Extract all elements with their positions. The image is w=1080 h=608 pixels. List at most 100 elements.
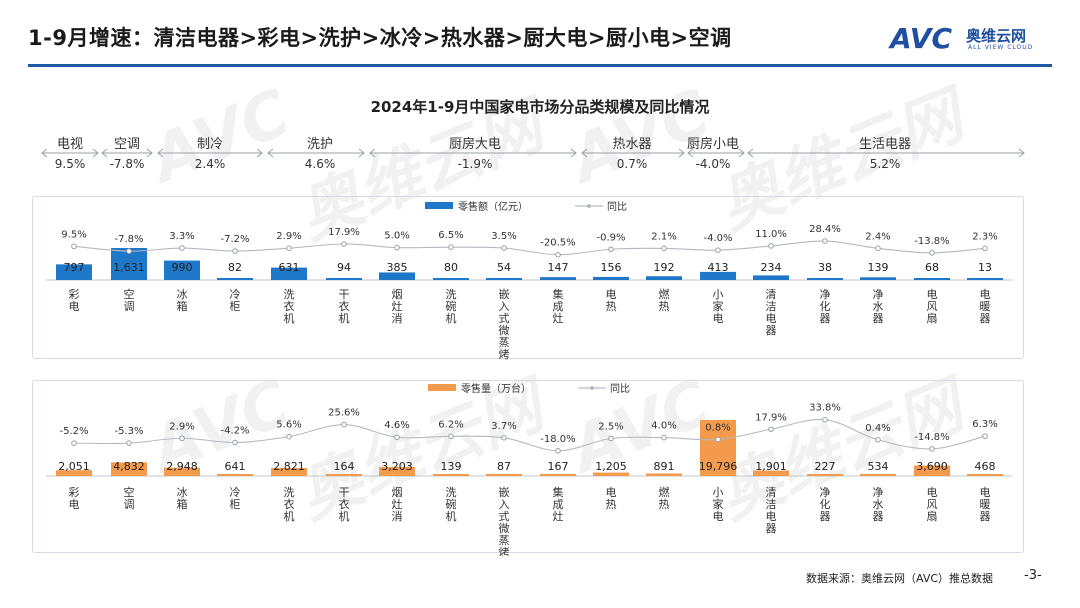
growth-label: 6.2% <box>438 419 463 430</box>
segment-arrow <box>747 148 1025 158</box>
growth-point <box>448 244 454 250</box>
bar-value-label: 2,821 <box>273 460 305 473</box>
growth-point <box>71 243 77 250</box>
header-divider <box>28 64 1052 67</box>
growth-point <box>555 448 561 454</box>
bar-value-label: 4,832 <box>113 460 145 473</box>
segment-arrow <box>267 148 365 158</box>
category-label: 冰箱 <box>177 288 188 313</box>
bar <box>593 276 629 280</box>
category-label: 洗碗机 <box>446 288 457 325</box>
bar-value-label: 891 <box>654 460 675 473</box>
growth-label: 25.6% <box>328 408 360 419</box>
legend-label: 同比 <box>607 201 627 213</box>
bar <box>379 466 415 476</box>
growth-point <box>501 434 507 441</box>
growth-label: -7.8% <box>114 234 143 245</box>
category-label: 干衣机 <box>339 486 350 523</box>
growth-label: 11.0% <box>755 229 787 240</box>
bar <box>56 264 92 280</box>
growth-point <box>501 245 507 251</box>
bar <box>914 465 950 476</box>
bar <box>593 472 629 476</box>
segment-arrow <box>41 148 99 158</box>
legend-label: 零售额（亿元） <box>458 200 528 213</box>
bar-value-label: 147 <box>548 261 569 274</box>
bar-value-label: 139 <box>868 261 889 274</box>
growth-label: -4.2% <box>220 426 249 437</box>
growth-label: 33.8% <box>809 403 841 414</box>
bar <box>540 277 576 280</box>
bar-value-label: 641 <box>225 460 246 473</box>
growth-point <box>179 435 185 442</box>
growth-point <box>822 238 828 244</box>
bar <box>56 470 92 476</box>
growth-label: -14.8% <box>914 432 949 443</box>
segment-label: 厨房小电 <box>686 137 740 152</box>
growth-point <box>768 243 774 249</box>
segment-arrow <box>157 148 263 158</box>
growth-label: -20.5% <box>540 238 575 249</box>
growth-point <box>341 421 347 428</box>
growth-line <box>73 418 986 452</box>
bar <box>540 474 576 476</box>
bar-value-label: 2,051 <box>58 460 90 473</box>
bar-value-label: 167 <box>548 460 569 473</box>
growth-point <box>982 245 988 252</box>
segment-label: 电视 <box>56 137 84 152</box>
segment-growth: 5.2% <box>869 157 901 171</box>
growth-point <box>286 433 292 440</box>
bar-value-label: 68 <box>925 261 939 274</box>
category-label: 烟灶消 <box>392 485 403 523</box>
retail-value-panel <box>32 196 1024 359</box>
category-label: 净水器 <box>873 485 884 523</box>
bar <box>271 468 307 476</box>
growth-label: 2.9% <box>169 421 194 432</box>
category-label: 嵌入式微蒸烤 <box>499 288 510 361</box>
category-label: 空调 <box>124 287 135 313</box>
growth-point <box>126 440 132 446</box>
bar <box>217 278 253 280</box>
bar <box>433 278 469 280</box>
bar-value-label: 3,203 <box>381 460 413 473</box>
segment-arrow <box>101 148 153 158</box>
growth-point <box>71 440 77 446</box>
bar-value-label: 2,948 <box>166 460 198 473</box>
bar-value-label: 3,690 <box>916 460 948 473</box>
segment-arrow <box>687 148 745 158</box>
growth-point <box>875 436 881 443</box>
category-label: 洗碗机 <box>446 486 457 523</box>
bar-value-label: 1,631 <box>113 261 145 274</box>
segment-growth: 2.4% <box>194 157 226 171</box>
growth-label: 2.5% <box>598 422 623 433</box>
category-label: 彩电 <box>69 486 80 511</box>
logo-cn: 奥维云网 <box>966 27 1027 45</box>
growth-point <box>341 241 347 247</box>
growth-label: -4.0% <box>703 233 732 244</box>
growth-label: -5.3% <box>114 426 143 437</box>
growth-point <box>929 446 935 452</box>
bar-value-label: 534 <box>868 460 889 473</box>
bar-value-label: 797 <box>64 261 85 274</box>
category-label: 电暖器 <box>980 486 991 523</box>
segment-label: 厨房大电 <box>448 137 502 152</box>
segment-growth: 4.6% <box>304 157 336 171</box>
segment-label: 热水器 <box>612 137 652 152</box>
page-title: 1-9月增速：清洁电器>彩电>洗护>冰冷>热水器>厨大电>厨小电>空调 <box>28 26 732 50</box>
bar <box>700 271 736 280</box>
bar-value-label: 87 <box>497 460 511 473</box>
legend-swatch-marker <box>590 386 594 390</box>
growth-point <box>822 416 828 423</box>
growth-label: 17.9% <box>328 227 360 238</box>
segment-growth: 9.5% <box>54 157 86 171</box>
growth-point <box>286 245 292 251</box>
growth-point <box>661 434 667 441</box>
category-label: 洗衣机 <box>284 486 295 523</box>
growth-point <box>394 244 400 251</box>
bar-value-label: 1,205 <box>595 460 627 473</box>
growth-label: 0.4% <box>865 423 890 434</box>
growth-label: 17.9% <box>755 412 787 423</box>
growth-point <box>982 433 988 440</box>
growth-label: 3.5% <box>491 231 516 242</box>
growth-label: 4.0% <box>651 421 676 432</box>
